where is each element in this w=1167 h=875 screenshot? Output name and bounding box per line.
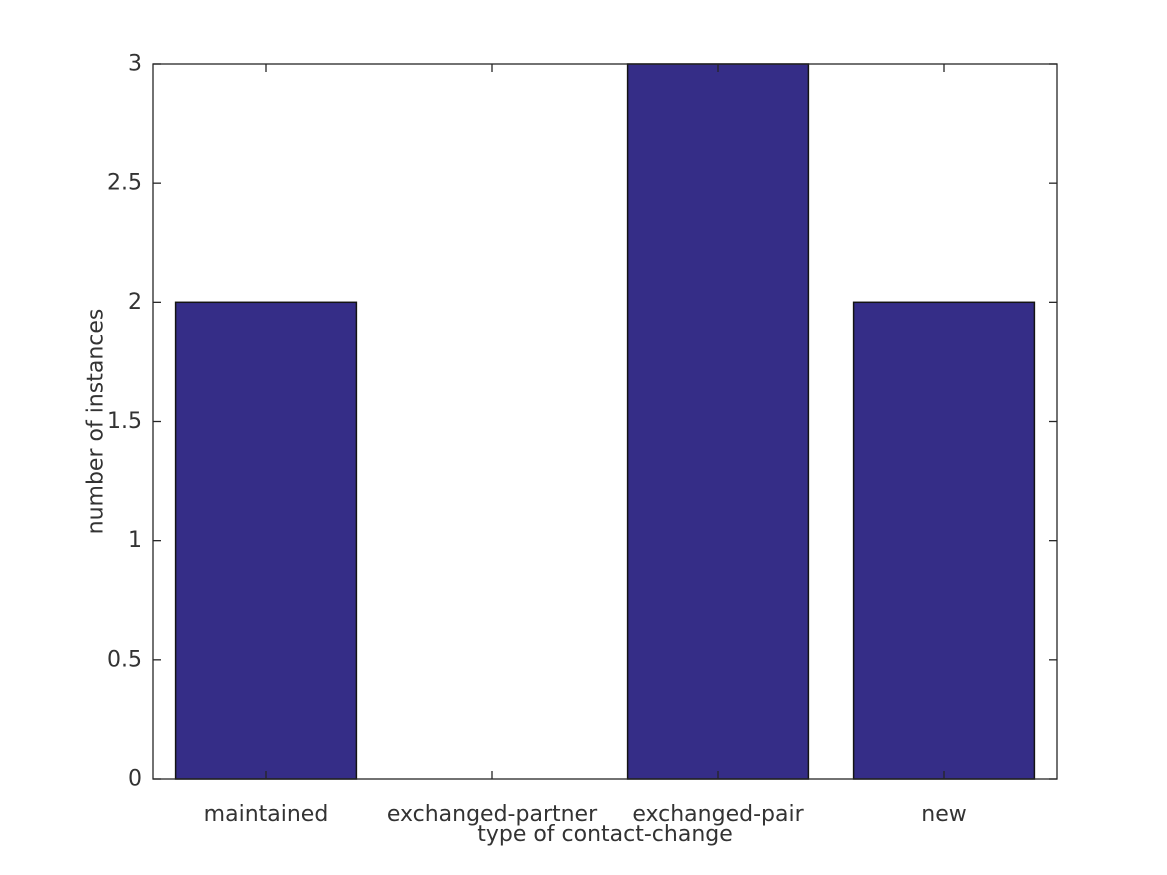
- x-tick-label-maintained: maintained: [204, 802, 329, 827]
- x-axis-label: type of contact-change: [477, 822, 733, 847]
- x-tick-label-exchanged-partner: exchanged-partner: [387, 802, 598, 827]
- y-tick-label-0: 0: [128, 767, 142, 792]
- y-tick-label-1: 1: [128, 528, 142, 553]
- y-tick-label-3: 3: [128, 52, 142, 77]
- y-tick-label-0.5: 0.5: [107, 647, 142, 672]
- y-axis-label: number of instances: [84, 309, 109, 535]
- y-tick-label-1.5: 1.5: [107, 409, 142, 434]
- x-tick-label-exchanged-pair: exchanged-pair: [632, 802, 804, 827]
- y-tick-label-2: 2: [128, 290, 142, 315]
- x-tick-label-new: new: [921, 802, 966, 827]
- bar-exchanged-pair: [626, 63, 810, 780]
- bar-new: [852, 301, 1036, 780]
- tick-marks-group: [153, 63, 1057, 780]
- bars-group: [174, 63, 1036, 780]
- y-tick-label-2.5: 2.5: [107, 171, 142, 196]
- bar-maintained: [174, 301, 358, 780]
- tick-labels-group: 0 0.5 1 1.5 2 2.5 3 maintained exchanged-partner…: [107, 52, 967, 827]
